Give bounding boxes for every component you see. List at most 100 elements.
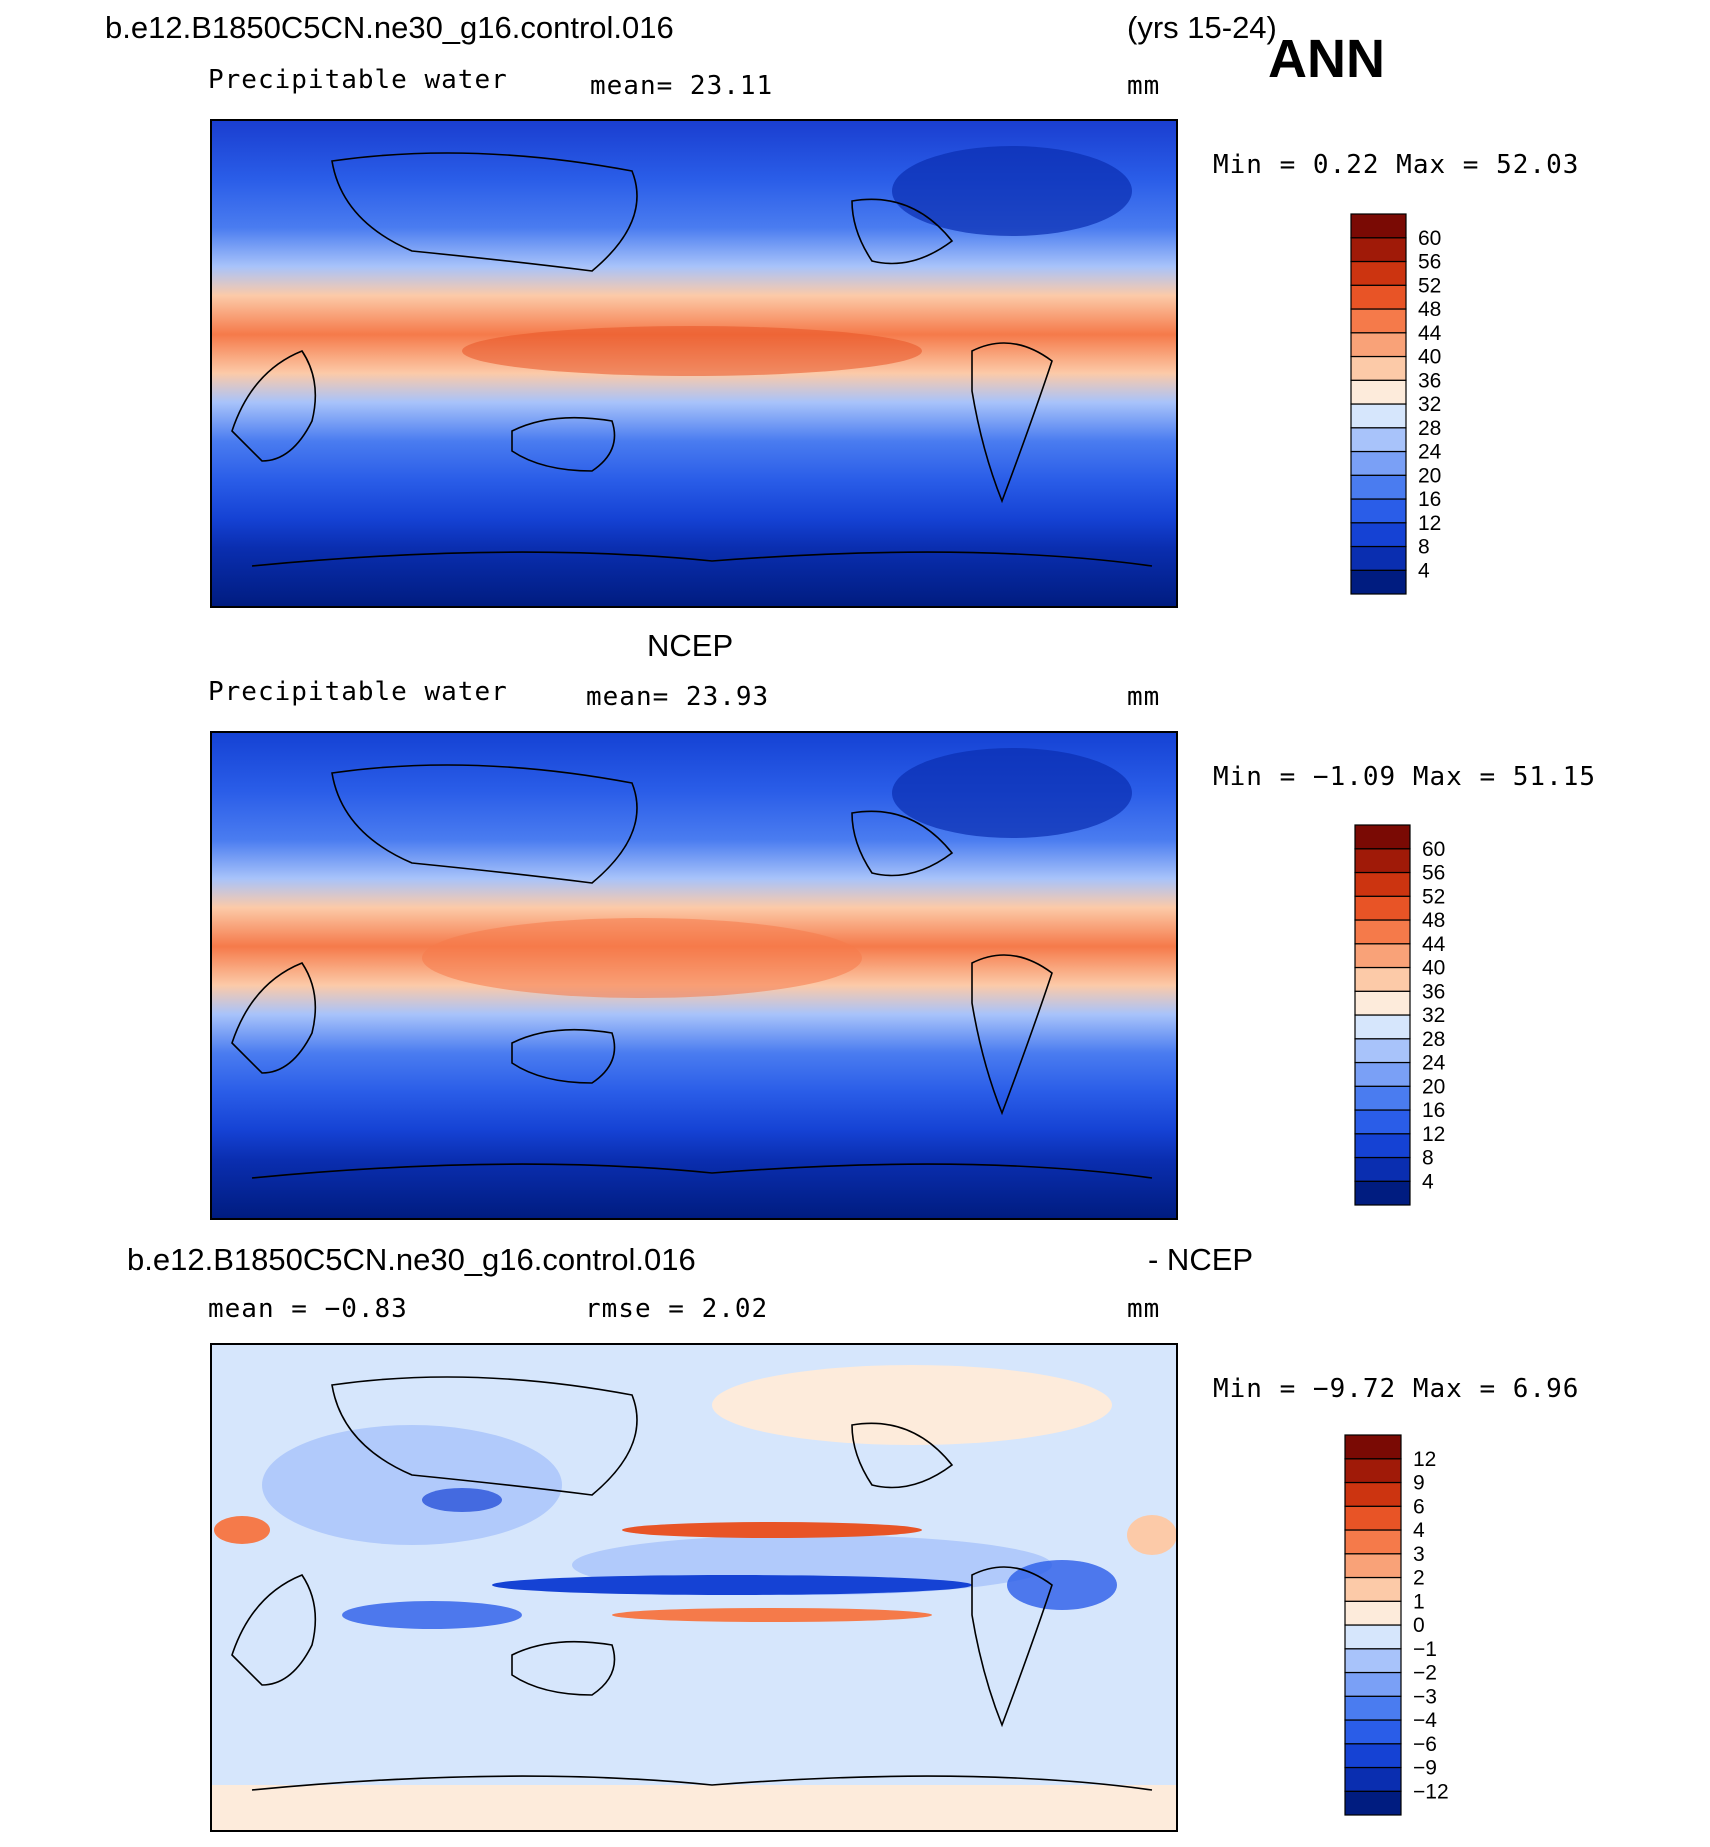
panel3-title-left: b.e12.B1850C5CN.ne30_g16.control.016: [127, 1242, 696, 1277]
colorbar-tick-label: 12: [1418, 512, 1441, 535]
colorbar-tick-label: 6: [1413, 1495, 1425, 1518]
colorbar-tick-label: −3: [1413, 1685, 1437, 1708]
colorbar-box: [1350, 450, 1407, 476]
colorbar-tick-label: 48: [1418, 298, 1441, 321]
colorbar-tick-label: 16: [1418, 488, 1441, 511]
panel1-colorbar: 4 8 12 16 20 24 28 32 36 40 44 48 52 56 60: [1350, 213, 1491, 601]
colorbar-box: [1350, 474, 1407, 500]
colorbar-box: [1350, 308, 1407, 334]
colorbar-box: [1354, 824, 1411, 850]
colorbar-tick-label: 40: [1422, 957, 1445, 980]
colorbar-box: [1354, 1109, 1411, 1135]
colorbar-box: [1344, 1458, 1402, 1484]
colorbar-tick-label: 2: [1413, 1567, 1425, 1590]
colorbar-tick-label: −6: [1413, 1733, 1437, 1756]
colorbar-box: [1344, 1529, 1402, 1555]
case-title: b.e12.B1850C5CN.ne30_g16.control.016: [105, 10, 674, 45]
colorbar-tick-label: 8: [1418, 536, 1430, 559]
colorbar-tick-label: 36: [1418, 369, 1441, 392]
colorbar-box: [1354, 895, 1411, 921]
colorbar-box: [1350, 237, 1407, 263]
colorbar-box: [1344, 1434, 1402, 1460]
colorbar-tick-label: 28: [1418, 417, 1441, 440]
panel2-title: NCEP: [647, 628, 734, 663]
colorbar-box: [1344, 1790, 1402, 1816]
panel1-variable: Precipitable water: [208, 65, 508, 95]
panel3-mean: mean = −0.83: [208, 1294, 408, 1324]
colorbar-box: [1344, 1695, 1402, 1721]
panel3-map: [210, 1343, 1178, 1832]
colorbar-box: [1344, 1671, 1402, 1697]
colorbar-box: [1354, 1061, 1411, 1087]
colorbar-box: [1350, 213, 1407, 239]
colorbar-box: [1354, 848, 1411, 874]
colorbar-box: [1350, 498, 1407, 524]
colorbar-box: [1350, 284, 1407, 310]
colorbar-tick-label: 16: [1422, 1099, 1445, 1122]
colorbar-tick-label: 28: [1422, 1028, 1445, 1051]
colorbar-tick-label: −2: [1413, 1662, 1437, 1685]
colorbar-box: [1344, 1481, 1402, 1507]
colorbar-box: [1354, 1014, 1411, 1040]
colorbar-tick-label: 32: [1418, 393, 1441, 416]
colorbar-box: [1354, 943, 1411, 969]
colorbar-tick-label: 24: [1418, 441, 1442, 464]
colorbar-box: [1354, 1085, 1411, 1111]
colorbar-tick-label: −12: [1413, 1780, 1449, 1803]
colorbar-tick-label: 12: [1413, 1448, 1436, 1471]
colorbar-tick-label: −4: [1413, 1709, 1437, 1732]
colorbar-box: [1344, 1719, 1402, 1745]
colorbar-tick-label: 0: [1413, 1614, 1425, 1637]
panel3-rmse: rmse = 2.02: [585, 1294, 769, 1324]
colorbar-box: [1350, 545, 1407, 571]
colorbar-box: [1350, 355, 1407, 381]
colorbar-tick-label: 4: [1413, 1519, 1425, 1542]
panel2-variable: Precipitable water: [208, 677, 508, 707]
panel2-units: mm: [1127, 682, 1161, 712]
colorbar-box: [1350, 427, 1407, 453]
colorbar-box: [1354, 990, 1411, 1016]
panel3-units: mm: [1127, 1294, 1161, 1324]
colorbar-box: [1344, 1505, 1402, 1531]
colorbar-tick-label: 32: [1422, 1004, 1445, 1027]
panel2-colorbar: 4 8 12 16 20 24 28 32 36 40 44 48 52 56 60: [1354, 824, 1495, 1212]
panel1-map: [210, 119, 1178, 608]
colorbar-tick-label: 8: [1422, 1147, 1434, 1170]
colorbar-tick-label: 52: [1422, 885, 1445, 908]
colorbar-box: [1354, 1180, 1411, 1206]
colorbar-tick-label: 9: [1413, 1472, 1425, 1495]
years-label: (yrs 15-24): [1127, 10, 1277, 45]
colorbar-box: [1350, 260, 1407, 286]
colorbar-tick-label: 36: [1422, 980, 1445, 1003]
colorbar-box: [1350, 332, 1407, 358]
panel3-minmax: Min = −9.72 Max = 6.96: [1213, 1374, 1580, 1404]
colorbar-box: [1344, 1624, 1402, 1650]
colorbar-box: [1344, 1576, 1402, 1602]
colorbar-tick-label: −9: [1413, 1757, 1437, 1780]
colorbar-tick-label: 52: [1418, 274, 1441, 297]
colorbar-tick-label: 40: [1418, 346, 1441, 369]
colorbar-box: [1354, 966, 1411, 992]
colorbar-tick-label: 20: [1418, 464, 1441, 487]
colorbar-tick-label: 48: [1422, 909, 1445, 932]
panel1-units: mm: [1127, 71, 1161, 101]
colorbar-tick-label: −1: [1413, 1638, 1437, 1661]
colorbar-tick-label: 44: [1422, 933, 1446, 956]
colorbar-tick-label: 60: [1418, 227, 1441, 250]
colorbar-box: [1344, 1766, 1402, 1792]
colorbar-box: [1344, 1743, 1402, 1769]
colorbar-tick-label: 56: [1422, 862, 1445, 885]
colorbar-box: [1350, 522, 1407, 548]
colorbar-tick-label: 56: [1418, 251, 1441, 274]
colorbar-box: [1344, 1648, 1402, 1674]
panel2-minmax: Min = −1.09 Max = 51.15: [1213, 762, 1597, 792]
colorbar-box: [1344, 1553, 1402, 1579]
colorbar-tick-label: 4: [1418, 559, 1430, 582]
panel1-mean: mean= 23.11: [590, 71, 774, 101]
colorbar-tick-label: 12: [1422, 1123, 1445, 1146]
colorbar-tick-label: 60: [1422, 838, 1445, 861]
colorbar-box: [1350, 379, 1407, 405]
colorbar-box: [1350, 569, 1407, 595]
panel1-minmax: Min = 0.22 Max = 52.03: [1213, 150, 1580, 180]
season-label: ANN: [1268, 29, 1385, 89]
